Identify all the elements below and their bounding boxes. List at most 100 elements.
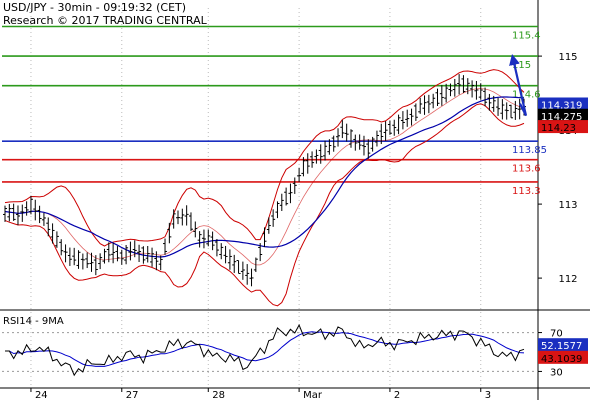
ohlc-bar [50,223,55,244]
copyright-notice: Research © 2017 TRADING CENTRAL [3,14,207,27]
ohlc-bar [85,252,90,269]
ohlc-bar [72,247,77,266]
ohlc-bar [7,203,12,222]
ohlc-bar [98,253,103,270]
y-tick-label: 113 [558,200,577,211]
ohlc-bar [336,128,341,147]
ohlc-bar [409,108,414,126]
ohlc-bar [374,130,379,147]
ohlc-bar [93,255,98,276]
forecast-arrow [509,54,528,117]
ohlc-bar [184,205,189,226]
ohlc-bar [245,264,250,285]
x-tick-label: Mar [303,390,323,400]
rsi-line [5,323,525,377]
x-tick-label: 27 [126,390,139,400]
ohlc-bar [275,201,280,219]
ohlc-bar [405,109,410,127]
ohlc-bar [305,153,310,174]
ohlc-bar [361,135,366,156]
ohlc-bar [383,121,388,141]
ohlc-bar [214,238,219,257]
ohlc-bar [474,80,479,100]
ohlc-bar [366,139,371,159]
ohlc-bar [141,246,146,264]
chart-title: USD/JPY - 30min - 09:19:32 (CET) [3,1,187,14]
ohlc-bar [418,97,423,114]
ohlc-bar [240,261,245,280]
ohlc-bar [106,242,111,263]
ohlc-bar [422,95,427,115]
ohlc-bar [176,210,180,225]
ohlc-bar [24,201,29,216]
ohlc-bar [227,249,232,270]
ohlc-bar [219,243,224,260]
y-tick-label: 115 [558,52,577,63]
ohlc-bar [111,243,116,264]
ohlc-bar [396,114,401,135]
rsi-tag-label: 52.1577 [541,341,582,352]
ohlc-bar [132,240,137,258]
y-tick-label: 112 [558,274,577,285]
ohlc-bar [180,208,185,226]
ohlc-bar [67,247,72,266]
ohlc-bar [284,187,289,206]
ohlc-bar [310,151,315,168]
rsi-y-tick-label: 30 [550,367,563,378]
x-tick-label: 2 [394,390,400,400]
ohlc-bar [431,93,436,109]
ohlc-bar [439,85,444,106]
ohlc-bar [119,249,124,265]
ohlc-bar [400,111,405,130]
ohlc-bar [128,241,133,261]
ohlc-bar [513,100,518,120]
ohlc-bar [137,244,142,263]
ohlc-bar [344,123,349,142]
price-tag-label: 114.23 [541,123,576,134]
level-label: 113.6 [512,164,541,175]
ohlc-bar [54,231,59,248]
ohlc-bar [236,259,241,275]
ohlc-bar [496,97,501,116]
ohlc-bar [487,93,492,111]
price-tag-label: 114.319 [541,100,582,111]
ohlc-bar [465,78,470,95]
ohlc-bar [150,247,155,267]
x-tick-label: 3 [485,390,491,400]
ohlc-bar [392,119,397,136]
ohlc-bar [258,243,263,262]
ohlc-bar [323,140,328,161]
ohlc-bar [20,204,25,222]
ohlc-bar [387,120,392,135]
ohlc-bar [435,88,440,106]
ohlc-bar [504,102,509,120]
ohlc-bar [3,205,7,222]
ohlc-bar [413,103,418,121]
ohlc-bar [292,177,297,194]
ohlc-bar [80,253,85,270]
ohlc-bar [206,229,211,247]
ohlc-bar [163,238,168,255]
ohlc-bar [89,252,94,272]
ohlc-bar [188,212,193,231]
ohlc-bar [46,217,51,237]
ohlc-bar [500,99,505,120]
ohlc-bar [232,254,237,273]
ohlc-bar [102,248,107,264]
ohlc-bar [340,120,345,139]
ohlc-bar [353,134,358,151]
ohlc-bar [327,139,332,155]
rsi-y-tick-label: 70 [550,329,563,340]
rsi-moving-average-line [5,331,525,367]
level-label: 115.4 [512,31,541,42]
level-label: 113.3 [512,186,541,197]
price-tag-box [538,97,588,111]
ohlc-bar [201,229,206,249]
ohlc-bar [171,209,176,229]
ohlc-bar [297,167,302,182]
rsi-panel-label: RSI14 - 9MA [3,316,64,327]
ohlc-bar [59,239,64,256]
ohlc-bar [509,104,514,119]
ohlc-bar [314,149,319,164]
rsi-tag-box [538,338,588,352]
